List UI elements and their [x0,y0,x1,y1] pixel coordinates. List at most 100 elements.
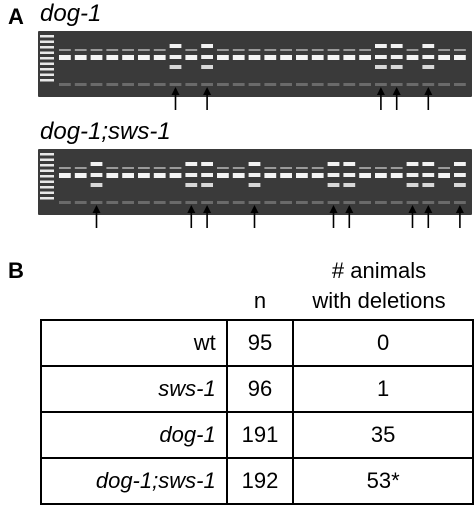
primer-band [185,201,198,204]
arrow-head [203,205,212,213]
ladder-band [40,197,54,200]
gel-band [169,173,182,178]
gel-band [185,173,198,177]
gel-band [217,55,229,60]
gel-1-image [38,31,472,97]
gel-band-faint [296,167,308,169]
gel-band [280,173,292,178]
primer-band [359,83,371,86]
panel-a-label: A [8,4,24,29]
gel-1-arrows [38,86,472,112]
ladder-band [40,40,54,43]
gel-band-faint [359,49,371,51]
gel-band-faint [311,167,324,169]
gel-band [422,65,435,69]
gel-band-faint [311,49,324,51]
primer-band [422,201,435,204]
gel-band [296,55,308,60]
results-table: wt 95 0 sws-1 96 1 dog-1 191 35 dog-1;sw… [40,319,474,505]
gel-band-faint [390,167,403,169]
primer-band [327,201,340,204]
primer-band [201,83,213,86]
deletions-cell: 53* [292,457,474,505]
gel-band [454,55,466,60]
gel-band-faint [59,167,71,169]
gel-band-faint [90,49,103,51]
primer-band [280,201,292,204]
gel-band [454,183,466,187]
gel-band [343,162,356,166]
ladder-band [40,164,54,167]
primer-band [153,201,166,204]
primer-band [153,83,166,86]
gel-band [327,162,340,166]
gel-band [327,183,340,187]
table-row: dog-1 191 35 [40,411,474,459]
gel-band-faint [185,49,198,51]
primer-band [217,83,229,86]
primer-band [74,201,87,204]
gel-band-faint [122,49,134,51]
gel-band [217,173,229,178]
gel-band [59,173,71,178]
gel-band [232,173,245,178]
n-cell: 192 [225,457,295,505]
gel-band [327,173,340,177]
gel-band-faint [74,167,87,169]
gel-band [406,173,419,177]
primer-band [438,83,450,86]
header-n: n [253,288,267,313]
ladder-band [40,62,54,65]
deletions-cell: 1 [292,365,474,413]
gel-band [90,173,103,177]
gel-band-faint [169,167,182,169]
panel-b-label: B [8,258,24,283]
gel-band [438,173,450,178]
gel-band-faint [138,167,150,169]
gel-band [343,55,356,60]
primer-band [248,201,261,204]
gel-band [106,55,119,60]
primer-band [454,201,466,204]
ladder-band [40,153,54,156]
gel-band [327,55,340,60]
gel-band [390,55,403,59]
gel-band [248,173,261,177]
primer-band [454,83,466,86]
gel-band [390,173,403,178]
gel-band [90,55,103,60]
ladder-band [40,169,54,172]
primer-band [296,201,308,204]
arrow-head [250,205,259,213]
ladder-band [40,175,54,178]
gel-1-title: dog-1 [40,0,102,27]
table-row: dog-1;sws-1 192 53* [40,457,474,505]
ladder-band [40,46,54,49]
gel-band [232,55,245,60]
primer-band [311,201,324,204]
primer-band [59,83,71,86]
arrow-head [424,87,433,95]
gel-band-faint [122,167,134,169]
primer-band [343,83,356,86]
gel-band [375,55,387,59]
gel-band-faint [248,49,261,51]
primer-band [122,201,134,204]
gel-band [90,162,103,166]
primer-band [138,83,150,86]
gel-band-faint [153,49,166,51]
primer-band [422,83,435,86]
n-cell: 191 [225,411,295,459]
gel-band [438,55,450,60]
n-cell: 96 [225,365,295,413]
gel-band-faint [454,49,466,51]
primer-band [201,201,213,204]
deletions-cell: 0 [292,319,474,367]
primer-band [280,83,292,86]
gel-band-faint [232,49,245,51]
gel-band [422,55,435,59]
gel-band [74,173,87,178]
arrow-head [376,87,385,95]
primer-band [185,83,198,86]
gel-band [138,55,150,60]
